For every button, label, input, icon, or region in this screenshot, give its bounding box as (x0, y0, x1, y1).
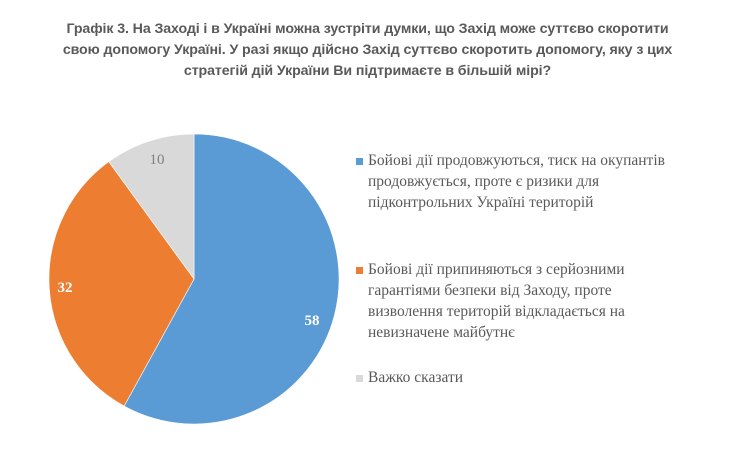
pie-slice-ceasefire (48, 161, 195, 407)
legend-text-line: Важко сказати (368, 369, 464, 386)
data-label-blue: 58 (305, 313, 320, 329)
data-label-orange: 32 (58, 280, 73, 296)
chart-title: Графік 3. На Заході і в Україні можна зу… (20, 19, 715, 82)
pie-slice-continue-fighting (123, 133, 340, 425)
legend-marker-orange (356, 267, 363, 274)
legend-text-line: гарантіями безпеки від Заходу, проте (368, 282, 612, 299)
legend-marker-gray (356, 375, 363, 382)
legend-text-line: продовжується, проте є ризики для (368, 173, 600, 190)
pie-slice-hard-to-say (108, 133, 195, 280)
legend-text-line: невизначене майбутнє (368, 324, 515, 341)
data-label-gray: 10 (150, 152, 165, 168)
legend-text-line: Бойові дії продовжуються, тиск на окупан… (368, 152, 665, 169)
legend-text-line: підконтрольних Україні територій (368, 194, 594, 211)
legend-text-line: Бойові дії припиняються з серйозними (368, 261, 625, 278)
pie-slices (48, 133, 340, 425)
chart-title-line-3: стратегій дій України Ви підтримаєте в б… (183, 63, 552, 79)
chart-title-line-1: Графік 3. На Заході і в Україні можна зу… (66, 21, 669, 37)
legend-marker-blue (356, 158, 363, 165)
chart-title-line-2: свою допомогу Україні. У разі якщо дійсн… (62, 42, 673, 58)
legend-text-line: визволення територій відкладається на (368, 303, 625, 320)
